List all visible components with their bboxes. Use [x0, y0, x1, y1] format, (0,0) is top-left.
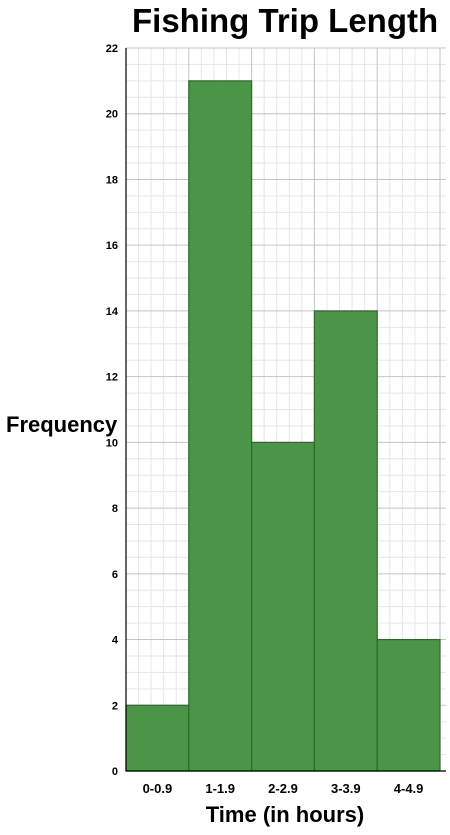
- x-tick-label: 3-3.9: [331, 781, 361, 796]
- x-tick-labels: 0-0.9 1-1.9 2-2.9 3-3.9 4-4.9: [143, 781, 424, 796]
- y-tick-label: 18: [106, 174, 118, 186]
- y-axis-label: Frequency: [6, 412, 118, 437]
- x-tick-label: 1-1.9: [205, 781, 235, 796]
- bar-0-0.9: [125, 704, 190, 772]
- y-tick-label: 22: [106, 43, 118, 55]
- y-tick-label: 4: [112, 635, 119, 647]
- y-tick-label: 20: [106, 109, 118, 121]
- x-tick-label: 4-4.9: [394, 781, 424, 796]
- y-tick-label: 12: [106, 372, 118, 384]
- y-tick-label: 0: [112, 766, 118, 778]
- x-axis-label: Time (in hours): [205, 802, 365, 827]
- y-tick-label: 6: [112, 569, 118, 581]
- y-tick-label: 8: [112, 503, 118, 515]
- chart-title: Fishing Trip Length: [132, 2, 439, 39]
- bar-1-1.9: [188, 80, 253, 772]
- x-tick-label: 2-2.9: [268, 781, 298, 796]
- y-tick-label: 16: [106, 240, 118, 252]
- y-tick-label: 2: [112, 700, 118, 712]
- x-tick-label: 0-0.9: [143, 781, 173, 796]
- y-tick-label: 14: [106, 306, 119, 318]
- bar-4-4.9: [376, 638, 441, 772]
- y-tick-label: 10: [106, 437, 118, 449]
- axes: [125, 48, 446, 772]
- bar-2-2.9: [251, 441, 316, 772]
- bars: [125, 80, 441, 772]
- bar-3-3.9: [313, 310, 378, 772]
- y-tick-labels: 0 2 4 6 8 10 12 14 16 18 20 22: [106, 43, 119, 778]
